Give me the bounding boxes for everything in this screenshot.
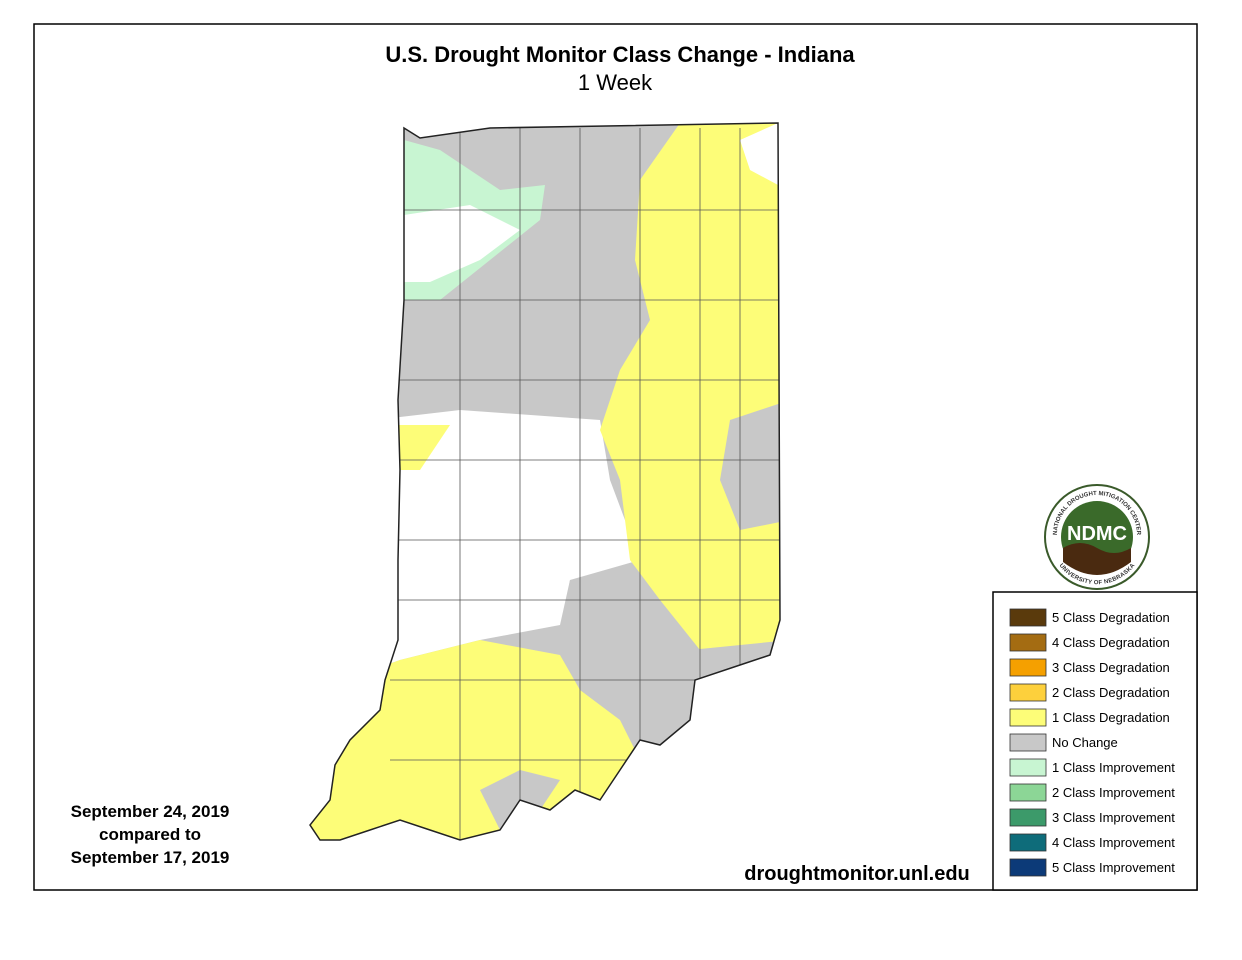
legend-label: No Change [1052,735,1118,750]
date-line: September 24, 2019 [71,802,230,821]
legend-swatch [1009,833,1047,852]
legend-swatch [1009,608,1047,627]
legend: 5 Class Degradation 4 Class Degradation 3 … [1009,608,1175,877]
legend-swatch [1009,808,1047,827]
legend-label: 1 Class Improvement [1052,760,1175,775]
no-data-area [740,123,778,185]
legend-label: 1 Class Degradation [1052,710,1170,725]
legend-label: 3 Class Improvement [1052,810,1175,825]
title: U.S. Drought Monitor Class Change - Indi… [385,42,855,67]
logo-wave [1063,543,1131,575]
legend-swatch [1009,858,1047,877]
date-line: compared to [99,825,201,844]
legend-swatch [1009,758,1047,777]
date-line: September 17, 2019 [71,848,230,867]
subtitle: 1 Week [578,70,653,95]
legend-label: 2 Class Degradation [1052,685,1170,700]
legend-label: 4 Class Improvement [1052,835,1175,850]
legend-swatch [1009,733,1047,752]
legend-label: 5 Class Improvement [1052,860,1175,875]
legend-label: 5 Class Degradation [1052,610,1170,625]
legend-label: 2 Class Improvement [1052,785,1175,800]
state-outline [309,122,781,841]
legend-swatch [1009,783,1047,802]
no-change-area [560,580,700,750]
legend-label: 4 Class Degradation [1052,635,1170,650]
no-data-area [404,205,520,282]
no-change-area [720,400,780,530]
legend-label: 3 Class Degradation [1052,660,1170,675]
legend-swatch [1009,633,1047,652]
legend-swatch [1009,658,1047,677]
degradation-area [398,425,450,470]
county-lines [390,128,780,840]
source-url: droughtmonitor.unl.edu [744,863,970,885]
logo: NDMC NATIONAL DROUGHT MITIGATION CENTER … [1044,484,1150,590]
logo-abbr: NDMC [1067,523,1127,545]
legend-swatch [1009,683,1047,702]
legend-swatch [1009,708,1047,727]
